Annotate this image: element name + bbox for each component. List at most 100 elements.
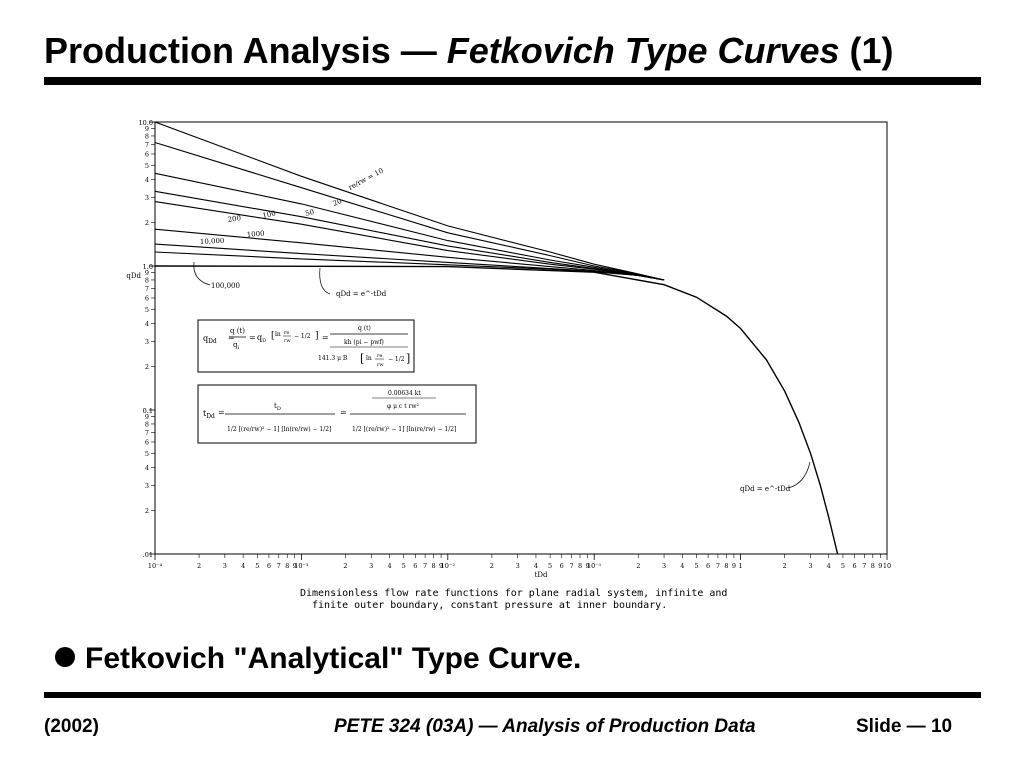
leader-line — [193, 261, 211, 286]
y-minor-tick-label: 7 — [145, 429, 149, 437]
eq2-td: tD — [274, 402, 281, 412]
eq1-qt: q (t) — [230, 327, 245, 335]
y-minor-tick-label: 8 — [145, 132, 149, 140]
x-minor-tick-label: 3 — [223, 562, 227, 570]
y-major-tick-label: 10.0 — [139, 119, 153, 127]
x-minor-tick-label: 7 — [716, 562, 720, 570]
caption-line-1: Dimensionless flow rate functions for pl… — [300, 588, 727, 599]
eq1-re: re — [284, 330, 289, 336]
curve-label: 1000 — [246, 229, 264, 239]
eq2-lhs: tDd — [203, 409, 215, 420]
x-minor-tick-label: 3 — [516, 562, 520, 570]
curve-label: qDd = e^-tDd — [740, 485, 791, 493]
x-minor-tick-label: 7 — [277, 562, 281, 570]
x-minor-tick-label: 3 — [662, 562, 666, 570]
x-major-tick-label: 1 — [739, 562, 743, 570]
curve-1 — [154, 141, 665, 281]
x-minor-tick-label: 7 — [423, 562, 427, 570]
x-minor-tick-label: 8 — [578, 562, 582, 570]
eq1-minus-half: − 1/2 — [294, 333, 311, 340]
eq1-rw: rw — [284, 338, 291, 344]
svg-text:=: = — [322, 333, 329, 342]
y-minor-tick-label: 7 — [145, 285, 149, 293]
equation-box-tdd: tDd = tD 1/2 [(re/rw)² − 1] [ln(re/rw) −… — [197, 384, 477, 444]
y-minor-tick-label: 9 — [145, 269, 149, 277]
svg-text:re: re — [377, 353, 382, 359]
slide-title: Production Analysis — Fetkovich Type Cur… — [44, 30, 894, 72]
svg-text:− 1/2: − 1/2 — [388, 356, 405, 363]
svg-text:=: = — [249, 333, 256, 342]
x-minor-tick-label: 5 — [255, 562, 259, 570]
eq1-num: q (t) — [358, 325, 371, 332]
x-minor-tick-label: 6 — [413, 562, 417, 570]
x-minor-tick-label: 2 — [197, 562, 201, 570]
x-minor-tick-label: 4 — [534, 562, 538, 570]
axis-ticks: 10⁻⁴ 2 3 4 5 6 7 8 910⁻³ 2 3 4 5 6 7 8 910⁻² 2 3 4 5 6 7 8 910⁻¹… — [126, 119, 891, 579]
eq1-qd: qD — [257, 333, 266, 344]
curve-label: 10,000 — [200, 237, 225, 246]
y-minor-tick-label: 4 — [145, 464, 149, 472]
y-minor-tick-label: 5 — [145, 450, 149, 458]
eq2-num: 0.00634 kt — [388, 390, 421, 397]
x-minor-tick-label: 9 — [585, 562, 589, 570]
eq1-den: kh (pi − pwf) — [344, 339, 384, 346]
svg-text:[: [ — [271, 331, 275, 341]
y-minor-tick-label: 8 — [145, 276, 149, 284]
x-minor-tick-label: 7 — [569, 562, 573, 570]
curve-7 — [154, 251, 665, 281]
y-major-tick-label: 1.0 — [143, 263, 153, 271]
x-minor-tick-label: 2 — [490, 562, 494, 570]
x-minor-tick-label: 7 — [862, 562, 866, 570]
svg-text:=: = — [228, 333, 235, 342]
x-minor-tick-label: 6 — [852, 562, 856, 570]
y-axis-label: qDd — [126, 272, 141, 280]
y-minor-tick-label: 6 — [145, 294, 149, 302]
plot-border — [154, 121, 888, 555]
y-minor-tick-label: 2 — [145, 507, 149, 515]
footer-rule — [44, 692, 981, 698]
x-minor-tick-label: 4 — [241, 562, 245, 570]
svg-text:[: [ — [360, 352, 364, 365]
y-minor-tick-label: 8 — [145, 420, 149, 428]
x-minor-tick-label: 8 — [432, 562, 436, 570]
x-minor-tick-label: 9 — [439, 562, 443, 570]
y-minor-tick-label: 2 — [145, 363, 149, 371]
x-minor-tick-label: 9 — [878, 562, 882, 570]
x-minor-tick-label: 3 — [808, 562, 812, 570]
curve-8 — [154, 265, 839, 555]
y-minor-tick-label: 7 — [145, 141, 149, 149]
curve-label: 20 — [332, 197, 343, 208]
svg-text:ln: ln — [366, 355, 372, 362]
x-axis-label: tDd — [535, 571, 548, 579]
eq1-ln: ln — [275, 331, 281, 338]
plot-frame — [154, 121, 888, 555]
x-major-tick-label: 10⁻² — [441, 562, 456, 570]
x-minor-tick-label: 5 — [841, 562, 845, 570]
y-minor-tick-label: 3 — [145, 194, 149, 202]
curve-group — [154, 121, 839, 555]
y-major-tick-label: .01 — [143, 551, 153, 559]
x-minor-tick-label: 5 — [402, 562, 406, 570]
y-minor-tick-label: 6 — [145, 150, 149, 158]
curve-label: 100,000 — [211, 282, 240, 290]
bullet-text: Fetkovich "Analytical" Type Curve. — [85, 642, 582, 675]
curve-label: re/rw = 10 — [347, 167, 385, 192]
bullet-item: Fetkovich "Analytical" Type Curve. — [55, 642, 581, 676]
eq1-den2: 141.3 μ B — [318, 355, 348, 362]
eq1-lhs: qDd — [203, 334, 217, 345]
x-minor-tick-label: 8 — [724, 562, 728, 570]
x-minor-tick-label: 2 — [783, 562, 787, 570]
leader-line — [319, 267, 331, 295]
eq2-den-left: 1/2 [(re/rw)² − 1] [ln(re/rw) − 1/2] — [227, 426, 331, 433]
slide-title-main: Production Analysis — — [44, 30, 447, 71]
x-minor-tick-label: 6 — [706, 562, 710, 570]
y-minor-tick-label: 4 — [145, 176, 149, 184]
y-minor-tick-label: 9 — [145, 125, 149, 133]
footer-slide-number: Slide — 10 — [856, 716, 953, 737]
eq1-qi: qi — [233, 341, 239, 351]
curve-label: 200 — [227, 214, 241, 224]
eq2-den-right: 1/2 [(re/rw)² − 1] [ln(re/rw) − 1/2] — [352, 426, 456, 433]
y-minor-tick-label: 4 — [145, 320, 149, 328]
x-minor-tick-label: 4 — [680, 562, 684, 570]
